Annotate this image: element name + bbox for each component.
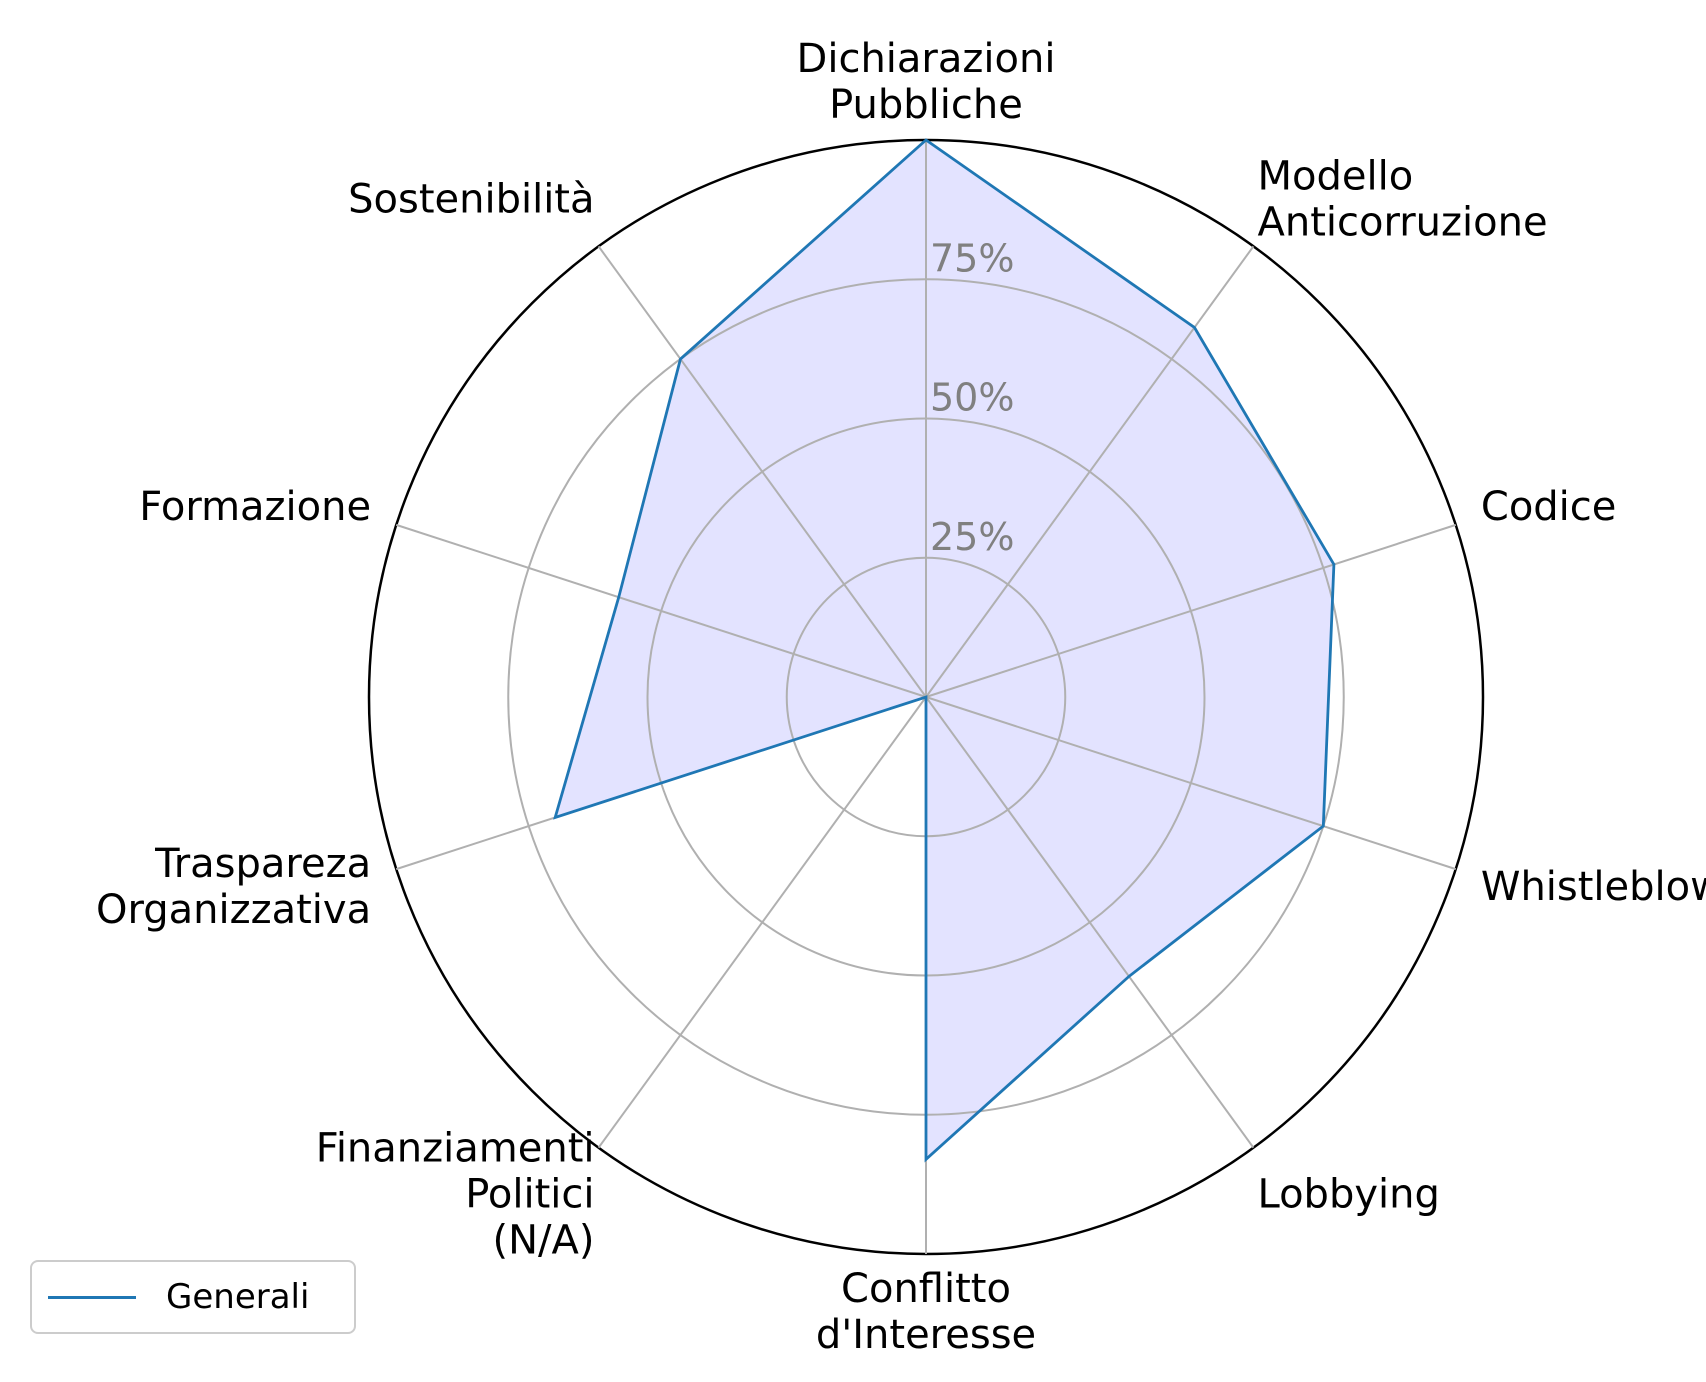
spoke-finanziamenti	[597, 696, 927, 1149]
category-label-line: (N/A)	[493, 1217, 595, 1263]
spoke-whistleblowing	[925, 696, 1457, 871]
category-label-line: Dichiarazioni	[797, 36, 1056, 82]
category-label-sostenibilita: Sostenibilità	[348, 176, 594, 222]
category-label-dichiarazioni: Dichiarazioni Pubbliche	[797, 36, 1056, 128]
category-label-line: Politici	[465, 1171, 594, 1217]
category-label-line: Codice	[1481, 484, 1617, 530]
category-label-finanziamenti: Finanziamenti Politici (N/A)	[316, 1125, 595, 1263]
legend-label-generali: Generali	[166, 1277, 310, 1317]
spoke-codice	[925, 523, 1457, 698]
category-label-line: Formazione	[139, 484, 371, 530]
category-label-line: Lobbying	[1258, 1171, 1440, 1217]
legend: Generali	[30, 1260, 356, 1334]
r-tick-label-25: 25%	[930, 515, 1014, 559]
r-tick-label-75: 75%	[930, 236, 1014, 280]
category-label-formazione: Formazione	[139, 484, 371, 530]
category-label-lobbying: Lobbying	[1258, 1171, 1440, 1217]
category-label-line: Anticorruzione	[1258, 199, 1548, 245]
r-tick-label-50: 50%	[930, 376, 1014, 420]
category-label-layer: Dichiarazioni Pubbliche Modello Anticorruzi…	[96, 36, 1706, 1358]
category-label-line: Finanziamenti	[316, 1125, 595, 1171]
legend-line-swatch	[48, 1295, 136, 1299]
category-label-whistleblowing: Whistleblowing	[1481, 864, 1706, 910]
category-label-codice: Codice	[1481, 484, 1617, 530]
series-fill-generali	[555, 140, 1334, 1160]
category-label-line: Conflitto	[841, 1266, 1011, 1312]
category-label-line: Traspareza	[154, 841, 371, 887]
spoke-sostenibilita	[597, 245, 927, 698]
category-label-line: Organizzativa	[96, 887, 371, 933]
category-label-conflitto: Conflitto d'Interesse	[816, 1266, 1036, 1358]
series-fill-layer	[555, 140, 1334, 1160]
tick-label-layer: 25% 50% 75%	[930, 236, 1014, 559]
spoke-formazione	[395, 523, 927, 698]
category-label-modello: Modello Anticorruzione	[1258, 153, 1548, 245]
category-label-line: Whistleblowing	[1481, 864, 1706, 910]
spoke-modello	[925, 245, 1255, 698]
spoke-lobbying	[925, 696, 1255, 1149]
category-label-line: Modello	[1258, 153, 1414, 199]
series-line-layer	[553, 138, 1336, 1163]
category-label-line: Sostenibilità	[348, 176, 594, 222]
category-label-traspareza: Traspareza Organizzativa	[96, 841, 371, 933]
category-label-line: Pubbliche	[829, 82, 1023, 128]
category-label-line: d'Interesse	[816, 1312, 1036, 1358]
series-line-generali	[553, 138, 1336, 1163]
